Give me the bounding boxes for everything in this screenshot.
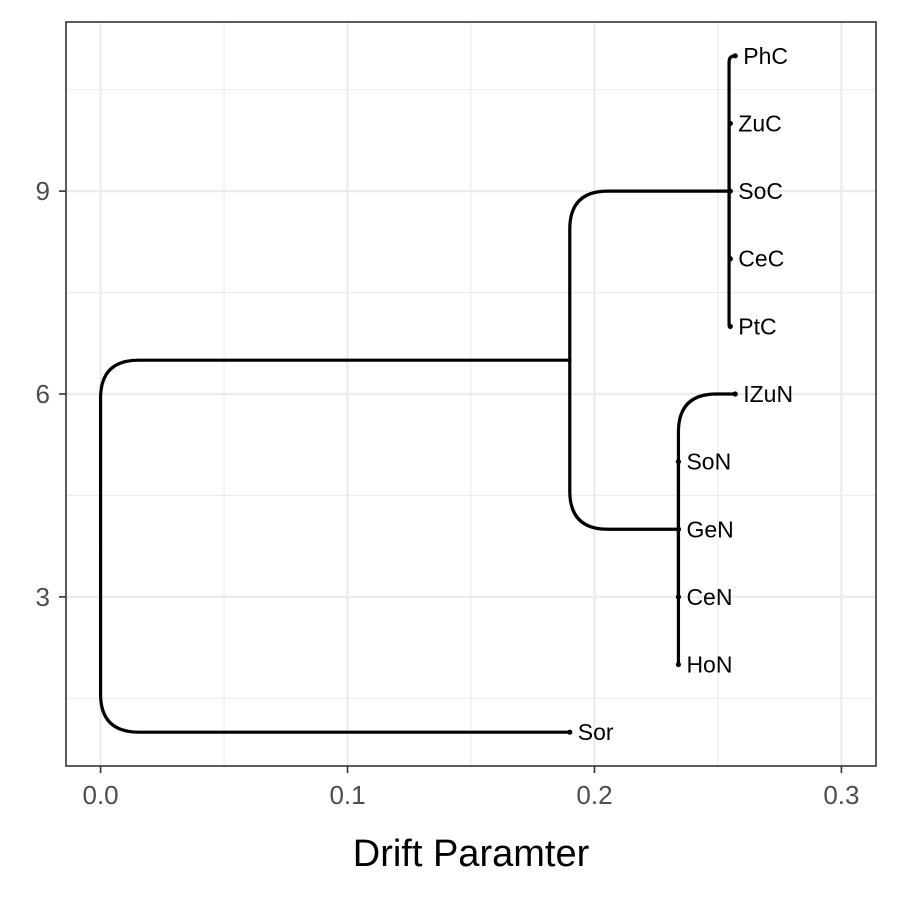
tip-label: Sor xyxy=(578,719,614,745)
tip-point xyxy=(727,256,733,262)
grid-lines xyxy=(66,22,876,766)
tip-label: HoN xyxy=(686,652,732,678)
x-axis-title: Drift Paramter xyxy=(353,833,590,875)
tip-label: GeN xyxy=(686,516,733,542)
tree-branch xyxy=(98,544,572,734)
x-tick-label: 0.0 xyxy=(82,780,118,810)
x-tick-label: 0.2 xyxy=(576,780,612,810)
tip-point xyxy=(727,323,733,329)
tip-label: CeN xyxy=(686,584,732,610)
tip-point xyxy=(675,459,682,465)
tip-label: PtC xyxy=(738,313,776,339)
tip-label: IZuN xyxy=(743,381,793,407)
tip-point xyxy=(732,391,738,397)
y-tick-label: 6 xyxy=(36,379,50,409)
tip-label: SoC xyxy=(738,178,783,204)
axes: 0.0 0.1 0.2 0.3 3 6 9 xyxy=(36,176,860,810)
tree-branch xyxy=(676,392,737,531)
tree-branch xyxy=(568,358,681,531)
tip-label: SoN xyxy=(686,449,731,475)
x-tick-label: 0.3 xyxy=(823,780,859,810)
tip-label: ZuC xyxy=(738,110,781,136)
tip-labels: Sor HoN CeN GeN SoN IZuN PtC CeC SoC ZuC PhC xyxy=(567,43,793,745)
tree-branch xyxy=(568,189,731,362)
tip-point xyxy=(732,53,738,59)
tip-point xyxy=(675,594,682,600)
tip-point xyxy=(567,729,573,735)
x-tick-label: 0.1 xyxy=(329,780,365,810)
tip-point xyxy=(675,661,682,668)
tip-point xyxy=(727,120,733,127)
tree-branch xyxy=(98,358,572,548)
y-tick-label: 3 xyxy=(36,582,50,612)
tip-point xyxy=(727,188,733,194)
tree-branch xyxy=(727,189,732,261)
tip-label: PhC xyxy=(743,43,788,69)
y-tick-label: 9 xyxy=(36,176,50,206)
tip-point xyxy=(675,526,682,532)
tip-label: CeC xyxy=(738,246,784,272)
